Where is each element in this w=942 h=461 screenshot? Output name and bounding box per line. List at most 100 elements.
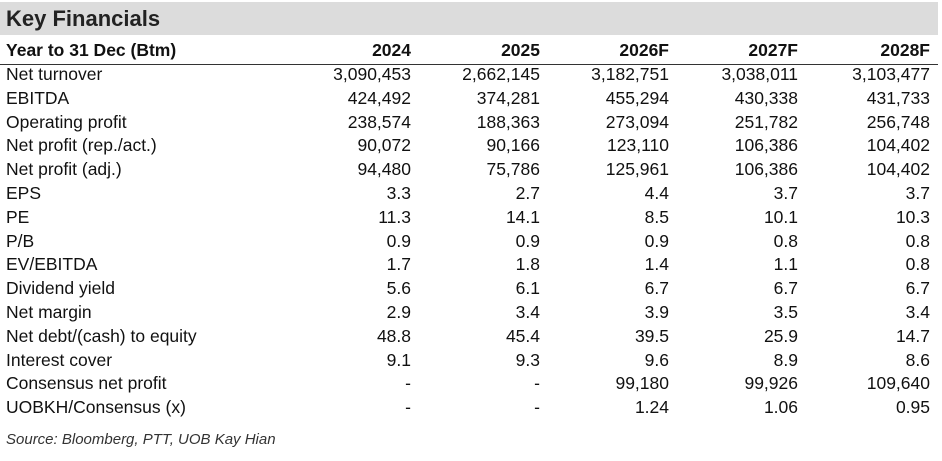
row-value-2027f: 3.5 [773,302,798,322]
row-label: Consensus net profit [6,373,167,394]
row-value-2024: 0.9 [386,230,411,251]
table-row: UOBKH/Consensus (x) - - 1.24 1.06 0.95 [0,396,938,419]
row-value-2026f: 1.4 [644,254,669,275]
row-value-2025: 1.8 [515,254,540,275]
row-value-2027f: 106,386 [734,159,798,180]
table-row: EPS 3.3 2.7 4.4 3.7 3.7 [0,182,938,205]
row-value-2026f: 6.7 [644,278,669,299]
row-value-2024: 3.3 [386,183,411,203]
row-value-2026f: 123,110 [607,135,669,156]
header-year-2026f: 2026F [619,40,669,60]
row-value-2028f: 256,748 [866,111,930,132]
row-label: P/B [6,230,35,251]
row-label: Net debt/(cash) to equity [6,325,197,346]
table-row: Interest cover 9.1 9.3 9.6 8.9 8.6 [0,349,938,372]
table-row: Net profit (adj.) 94,480 75,786 125,961 106,… [0,158,938,181]
row-value-2024: 94,480 [357,159,411,180]
row-value-2028f: 8.6 [905,349,930,370]
header-year-2028f: 2028F [880,40,930,60]
title-bar: Key Financials [0,2,938,35]
row-value-2026f: 9.6 [644,349,669,370]
row-value-2026f: 99,180 [615,373,669,394]
row-value-2024: 3,090,453 [333,64,411,84]
row-value-2024: 238,574 [347,111,411,132]
table-header-row: Year to 31 Dec (Btm) 2024 2025 2026F 202… [0,37,938,65]
row-value-2024: 11.3 [378,206,411,227]
row-value-2027f: 8.9 [773,349,798,370]
row-value-2025: 0.9 [515,230,540,251]
row-value-2028f: 14.7 [895,325,930,346]
row-value-2027f: 251,782 [734,111,798,132]
row-value-2028f: 109,640 [866,373,930,394]
row-value-2026f: 8.5 [644,206,669,227]
row-value-2026f: 3,182,751 [591,64,669,84]
table-row: EBITDA 424,492 374,281 455,294 430,338 431,73… [0,87,938,110]
table-row: P/B 0.9 0.9 0.9 0.8 0.8 [0,230,938,253]
row-value-2027f: 25.9 [763,325,798,346]
header-year-2024: 2024 [372,40,411,60]
row-value-2027f: 1.1 [773,254,798,275]
row-value-2028f: 0.95 [895,397,930,418]
table-row: Net debt/(cash) to equity 48.8 45.4 39.5 25.… [0,325,938,348]
row-value-2026f: 1.24 [634,397,669,418]
row-value-2025: - [534,373,540,394]
row-value-2025: 6.1 [515,278,540,299]
row-value-2024: 1.7 [386,254,411,275]
row-value-2025: 2.7 [515,183,540,203]
row-value-2025: 2,662,145 [462,64,540,84]
row-value-2024: 5.6 [386,278,411,299]
table-row: Net profit (rep./act.) 90,072 90,166 123,11… [0,134,938,157]
table-row: Consensus net profit - - 99,180 99,926 109,64… [0,372,938,395]
row-value-2025: 374,281 [476,87,540,108]
source-note: Source: Bloomberg, PTT, UOB Kay Hian [6,431,276,448]
row-value-2025: 45.4 [505,325,540,346]
table-title: Key Financials [6,6,161,31]
row-value-2027f: 3.7 [773,183,798,203]
row-value-2024: - [405,397,411,418]
row-value-2026f: 273,094 [605,111,669,132]
table-row: EV/EBITDA 1.7 1.8 1.4 1.1 0.8 [0,253,938,276]
row-value-2028f: 431,733 [866,87,930,108]
table-row: Net margin 2.9 3.4 3.9 3.5 3.4 [0,301,938,324]
row-label: EBITDA [6,87,70,108]
row-label: EPS [6,183,42,203]
row-value-2025: - [534,397,540,418]
row-label: Net profit (rep./act.) [6,135,157,156]
row-label: Net turnover [6,64,103,84]
row-value-2028f: 0.8 [905,230,930,251]
row-value-2024: 90,072 [357,135,411,156]
row-value-2026f: 0.9 [644,230,669,251]
row-label: UOBKH/Consensus (x) [6,397,186,418]
row-value-2028f: 104,402 [866,135,930,156]
row-value-2026f: 3.9 [644,302,669,322]
row-value-2025: 75,786 [486,159,540,180]
row-value-2027f: 1.06 [763,397,798,418]
table-row: Net turnover 3,090,453 2,662,145 3,182,751 3… [0,63,938,86]
row-value-2025: 3.4 [515,302,540,322]
row-value-2024: - [405,373,411,394]
row-value-2027f: 430,338 [734,87,798,108]
row-value-2027f: 6.7 [773,278,798,299]
header-year-2027f: 2027F [748,40,798,60]
row-label: PE [6,206,30,227]
row-value-2028f: 104,402 [866,159,930,180]
row-value-2027f: 0.8 [773,230,798,251]
row-value-2028f: 3.7 [905,183,930,203]
row-value-2026f: 39.5 [634,325,669,346]
row-value-2025: 14.1 [505,206,540,227]
row-value-2027f: 10.1 [763,206,798,227]
row-value-2026f: 455,294 [605,87,669,108]
table-row: PE 11.3 14.1 8.5 10.1 10.3 [0,206,938,229]
row-label: Net margin [6,302,92,322]
header-label: Year to 31 Dec (Btm) [6,40,177,60]
row-value-2025: 9.3 [515,349,540,370]
header-year-2025: 2025 [501,40,540,60]
row-value-2028f: 3,103,477 [852,64,930,84]
row-value-2024: 424,492 [347,87,411,108]
row-value-2027f: 99,926 [744,373,798,394]
row-value-2026f: 4.4 [644,183,669,203]
row-label: Operating profit [6,111,127,132]
row-value-2028f: 10.3 [895,206,930,227]
row-label: Interest cover [6,349,113,370]
row-value-2028f: 6.7 [905,278,930,299]
